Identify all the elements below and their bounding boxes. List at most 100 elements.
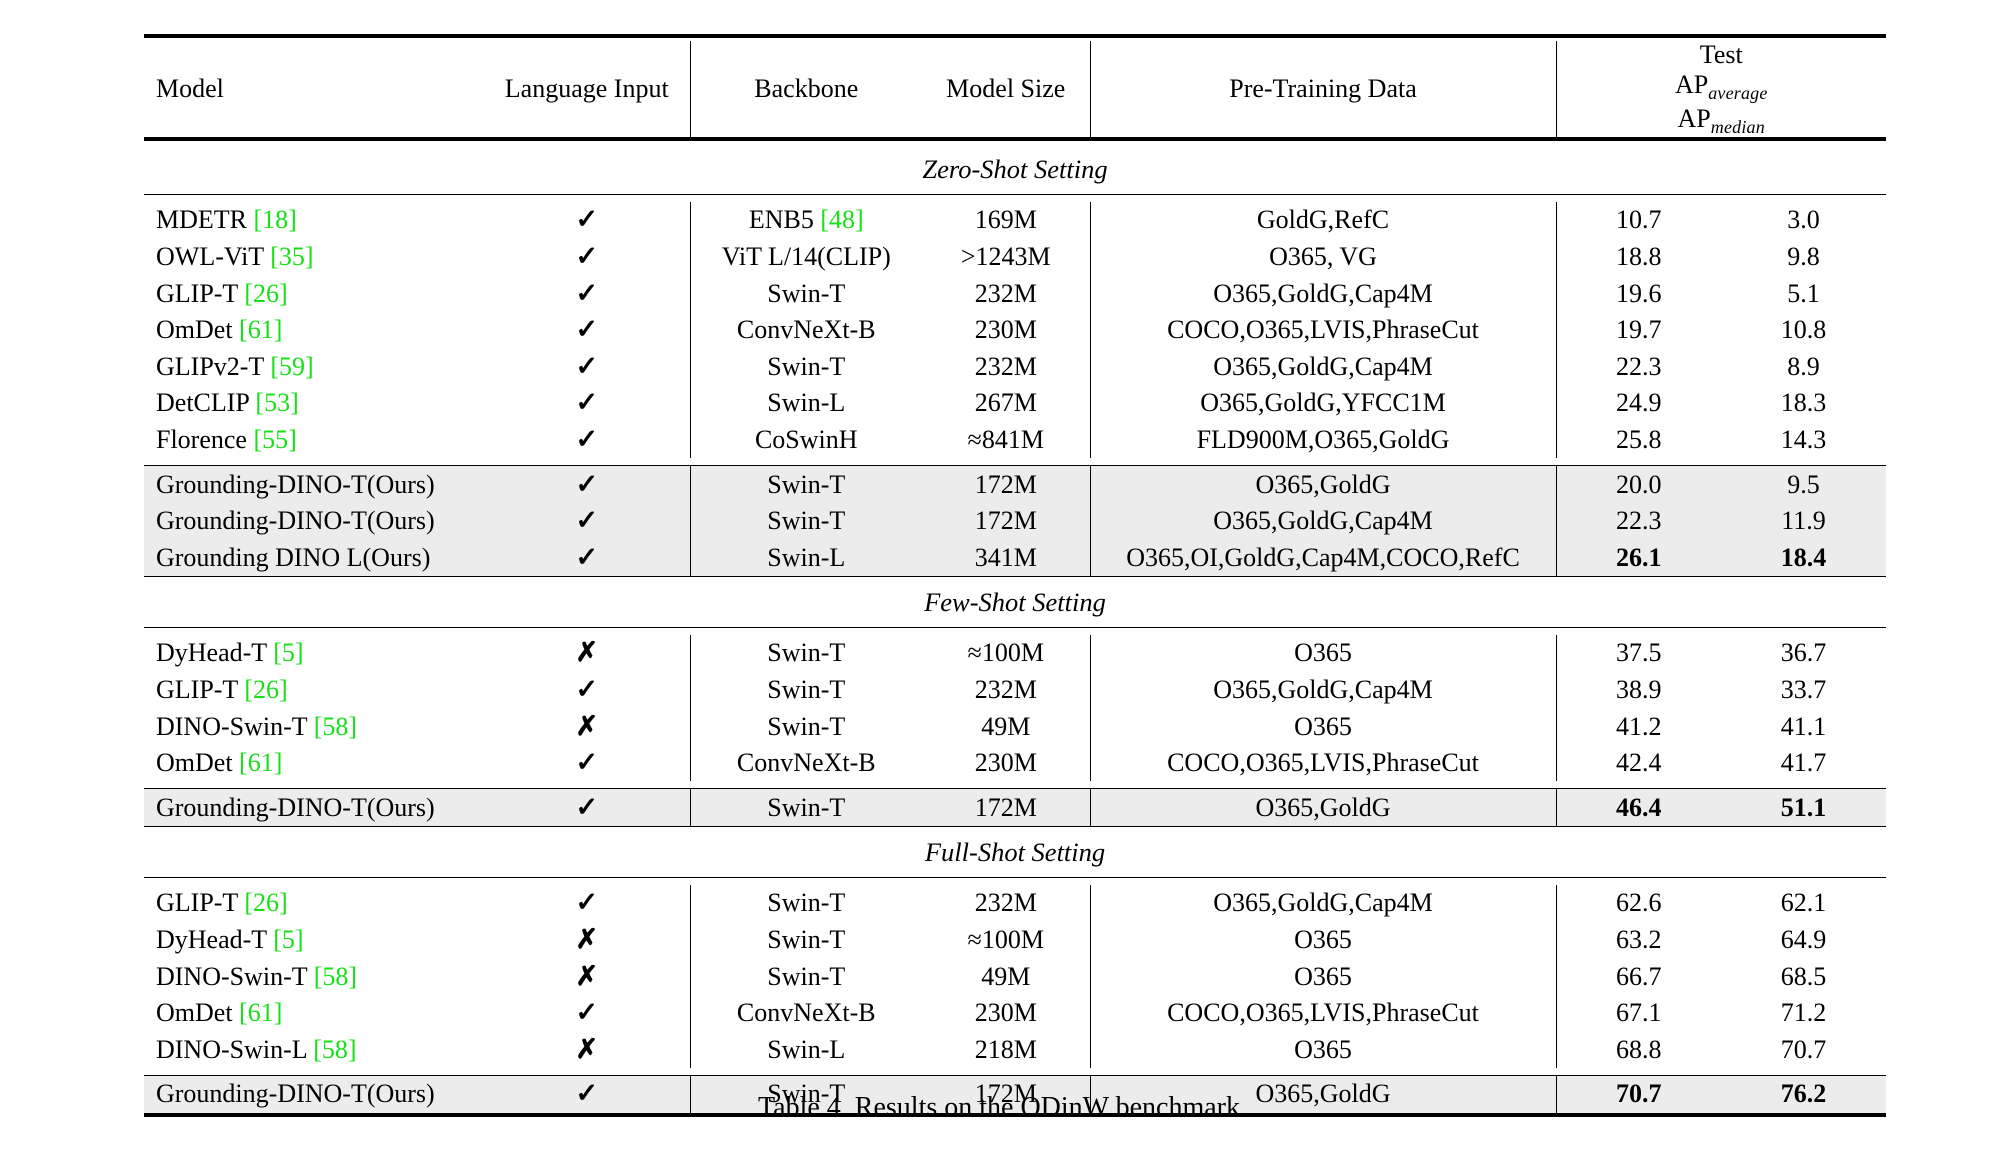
cell-ap-average: 41.2 — [1555, 708, 1721, 745]
model-name: Grounding-DINO-T(Ours) — [156, 469, 435, 499]
cell-ap-median: 41.1 — [1780, 711, 1827, 741]
citation-ref[interactable]: [5] — [273, 638, 304, 668]
citation-ref[interactable]: [35] — [270, 242, 314, 272]
cell-model-size: ≈100M — [967, 638, 1044, 668]
horizontal-rule — [144, 194, 1886, 196]
table-row: OWL-ViT [35] ✓ ViT L/14(CLIP) >1243M O36… — [144, 238, 1886, 276]
cell-model: Grounding-DINO-T(Ours) — [144, 1076, 484, 1115]
citation-ref[interactable]: [18] — [253, 205, 297, 235]
citation-ref[interactable]: [5] — [273, 924, 304, 954]
cell-ap-average: 20.0 — [1555, 466, 1721, 503]
citation-ref[interactable]: [48] — [820, 205, 864, 235]
section-label-row: Full-Shot Setting — [144, 827, 1886, 878]
cell-language-input: ✓ — [484, 466, 690, 503]
model-name: Florence — [156, 425, 247, 455]
citation-ref[interactable]: [58] — [313, 1034, 357, 1064]
cross-icon: ✗ — [575, 923, 599, 954]
table-caption: Table 4. Results on the ODinW benchmark. — [758, 1092, 1247, 1123]
cell-ap-average: 67.1 — [1555, 994, 1721, 1032]
cell-ap-median: 41.7 — [1780, 748, 1827, 778]
model-name: Grounding-DINO-T(Ours) — [156, 1079, 435, 1109]
cell-model: DetCLIP [53] — [144, 385, 484, 422]
cell-backbone: ViT L/14(CLIP) — [689, 238, 922, 276]
cell-pretraining-data: GoldG,RefC — [1089, 202, 1556, 239]
table-row: GLIP-T [26] ✓ Swin-T 232M O365,GoldG,Cap… — [144, 885, 1886, 922]
table-header-row: Model Language Input Backbone Model Size… — [144, 41, 1886, 139]
backbone-name: Swin-T — [767, 924, 846, 954]
cell-language-input: ✓ — [484, 745, 690, 782]
cell-language-input: ✓ — [484, 239, 690, 276]
citation-ref[interactable]: [55] — [253, 425, 297, 455]
cell-pretraining-data: O365 — [1089, 635, 1556, 672]
cell-pretraining-data: O365 — [1089, 708, 1556, 745]
table-row-ours: Grounding-DINO-T(Ours) ✓ Swin-T 172M O36… — [144, 789, 1886, 827]
cell-ap-median: 76.2 — [1721, 1076, 1886, 1115]
cell-model: DINO-Swin-T [58] — [144, 708, 484, 745]
backbone-name: Swin-T — [767, 888, 846, 918]
citation-ref[interactable]: [59] — [270, 351, 314, 381]
citation-ref[interactable]: [26] — [244, 675, 288, 704]
citation-ref[interactable]: [26] — [244, 888, 288, 918]
citation-ref[interactable]: [58] — [313, 711, 358, 741]
cell-backbone: Swin-L — [689, 385, 922, 422]
cell-model-size: >1243M — [960, 242, 1051, 272]
cell-ap-median: 33.7 — [1780, 675, 1827, 704]
cell-language-input: ✗ — [484, 635, 690, 672]
section-spacer — [144, 195, 1886, 202]
cell-pretraining-data: O365 — [1089, 958, 1556, 995]
backbone-name: Swin-T — [767, 278, 846, 308]
table-row: GLIPv2-T [59] ✓ Swin-T 232M O365,GoldG,C… — [144, 348, 1886, 386]
cell-language-input: ✓ — [484, 672, 690, 709]
cell-ap-median: 64.9 — [1780, 924, 1827, 954]
cell-ap-median: 8.9 — [1787, 351, 1820, 381]
cell-pretraining-data: O365,GoldG,Cap4M — [1089, 885, 1556, 922]
cross-icon: ✗ — [575, 960, 599, 991]
cell-backbone: Swin-T — [689, 502, 922, 540]
citation-ref[interactable]: [53] — [255, 388, 299, 418]
cell-pretraining-data: O365,GoldG — [1089, 789, 1556, 827]
cell-model-size: 232M — [974, 351, 1037, 381]
cell-backbone: Swin-T — [689, 708, 922, 745]
backbone-name: Swin-L — [767, 542, 846, 572]
cell-language-input: ✓ — [484, 995, 690, 1032]
citation-ref[interactable]: [61] — [239, 315, 283, 345]
cell-model-size: 341M — [922, 539, 1090, 577]
model-name: OmDet — [156, 315, 233, 345]
cell-ap-average: 66.7 — [1555, 958, 1721, 995]
check-icon: ✓ — [575, 468, 599, 499]
horizontal-rule — [144, 877, 1886, 879]
citation-ref[interactable]: [26] — [244, 278, 288, 308]
cell-ap-average: 22.3 — [1555, 348, 1721, 386]
citation-ref[interactable]: [61] — [239, 748, 283, 778]
cell-ap-median: 70.7 — [1780, 1034, 1827, 1064]
cell-ap-median: 51.1 — [1721, 789, 1886, 827]
cell-model-size: 172M — [922, 789, 1090, 827]
header-ap-median: APmedian — [1677, 103, 1765, 137]
table-row: OmDet [61] ✓ ConvNeXt-B 230M COCO,O365,L… — [144, 311, 1886, 349]
table-row: GLIP-T [26] ✓ Swin-T 232M O365,GoldG,Cap… — [144, 275, 1886, 312]
cell-model: GLIP-T [26] — [144, 275, 484, 312]
cell-pretraining-data: O365,GoldG — [1089, 1076, 1556, 1115]
horizontal-rule — [144, 826, 1886, 828]
backbone-name: ConvNeXt-B — [736, 315, 876, 345]
cell-model: GLIPv2-T [59] — [144, 349, 484, 386]
citation-ref[interactable]: [58] — [313, 961, 358, 991]
cell-model: GLIP-T [26] — [144, 672, 484, 709]
cell-model-size: 218M — [974, 1034, 1037, 1064]
header-ap-average: APaverage — [1674, 70, 1768, 104]
cell-ap-average: 70.7 — [1555, 1076, 1721, 1115]
cell-pretraining-data: O365,OI,GoldG,Cap4M,COCO,RefC — [1089, 539, 1556, 577]
backbone-name: ConvNeXt-B — [736, 998, 876, 1028]
rule-spacer — [144, 140, 1886, 145]
cell-language-input: ✓ — [484, 502, 690, 540]
horizontal-rule — [144, 137, 1886, 142]
cell-backbone: Swin-T — [689, 885, 922, 922]
cell-model-size: 230M — [974, 748, 1037, 778]
table-row: OmDet [61] ✓ ConvNeXt-B 230M COCO,O365,L… — [144, 744, 1886, 782]
cell-language-input: ✗ — [484, 1031, 690, 1068]
cell-backbone: Swin-T — [689, 921, 922, 959]
cell-ap-median: 36.7 — [1780, 638, 1827, 668]
cell-ap-median: 9.8 — [1787, 242, 1820, 272]
citation-ref[interactable]: [61] — [239, 998, 283, 1028]
section-label-row: Zero-Shot Setting — [144, 144, 1886, 195]
